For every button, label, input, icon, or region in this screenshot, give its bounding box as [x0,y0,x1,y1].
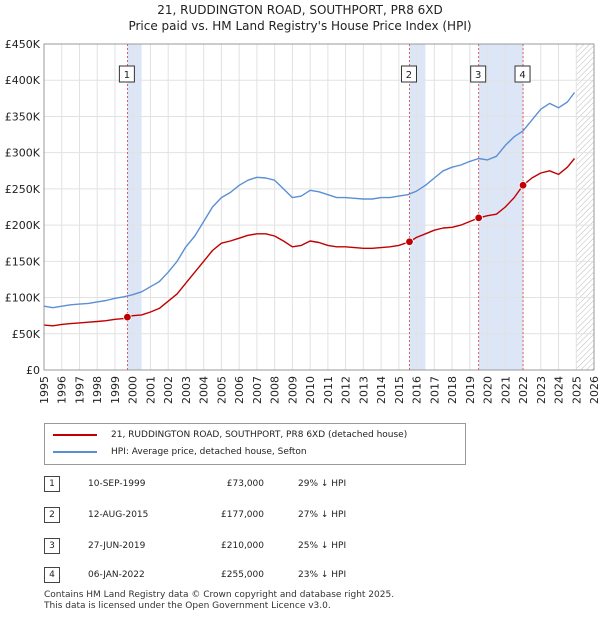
x-tick-label: 2026 [588,376,600,404]
y-tick-label: £50K [12,328,41,341]
legend: 21, RUDDINGTON ROAD, SOUTHPORT, PR8 6XD … [44,423,466,465]
y-tick-label: £200K [5,219,41,232]
x-tick-label: 2024 [553,376,566,404]
sale-point [405,237,414,246]
x-tick-label: 1997 [73,376,86,404]
x-tick-label: 2004 [198,376,211,404]
sale-date: 06-JAN-2022 [88,570,145,580]
x-tick-label: 2000 [127,376,140,404]
y-tick-label: £0 [26,364,40,377]
sale-marker-box [470,65,487,83]
sale-hpi-diff: 27% ↓ HPI [298,510,347,520]
x-tick-label: 2014 [375,376,388,404]
sale-row: 1 10-SEP-1999 £73,000 29% ↓ HPI [44,476,464,492]
x-tick-label: 1998 [91,376,104,404]
x-tick-label: 2013 [357,376,370,404]
sale-number-badge: 4 [44,567,60,583]
sale-marker-label: 3 [475,70,481,81]
y-tick-label: £250K [5,183,41,196]
sale-hpi-diff: 23% ↓ HPI [298,570,347,580]
sale-point [474,213,483,223]
sale-period-shade [478,44,524,370]
sale-price: £210,000 [221,541,264,551]
x-tick-label: 2002 [162,376,175,404]
x-tick-label: 2009 [286,376,299,404]
sale-row: 2 12-AUG-2015 £177,000 27% ↓ HPI [44,507,464,523]
y-tick-label: £450K [5,38,41,51]
sale-marker-label: 1 [124,70,130,81]
footer-copyright: Contains HM Land Registry data © Crown c… [44,590,395,600]
sale-point [518,181,528,190]
sale-marker-box [118,65,135,83]
plot-frame [43,43,595,371]
sale-row: 3 27-JUN-2019 £210,000 25% ↓ HPI [44,538,464,554]
sale-price: £73,000 [226,479,264,489]
price-chart: £0 £50K £100K £150K £200K £250K £300K £350K £400… [5,38,600,404]
sale-number-badge: 2 [44,507,60,523]
sale-date: 10-SEP-1999 [88,479,146,489]
sale-hpi-diff: 29% ↓ HPI [298,479,347,489]
x-tick-label: 1996 [56,376,69,404]
x-tick-label: 2008 [269,376,282,404]
x-tick-label: 2018 [446,376,459,404]
x-tick-label: 2006 [233,376,246,404]
sale-number-badge: 3 [44,538,60,554]
x-tick-label: 2022 [517,376,530,404]
x-tick-label: 2001 [144,376,157,404]
x-tick-label: 2021 [499,376,512,404]
hpi-series-line [43,92,576,309]
y-tick-label: £400K [5,74,41,87]
sale-period-shade [127,44,142,370]
legend-swatch-hpi [53,451,97,453]
x-tick-label: 2005 [215,376,228,404]
chart-title: 21, RUDDINGTON ROAD, SOUTHPORT, PR8 6XD [157,3,443,17]
sale-marker-box [514,65,531,83]
sale-marker-label: 4 [519,70,525,81]
sale-hpi-diff: 25% ↓ HPI [298,541,347,551]
x-tick-label: 2016 [411,376,424,404]
future-hatch [576,44,594,370]
sale-date: 27-JUN-2019 [88,541,146,551]
x-tick-label: 2015 [393,376,406,404]
x-tick-label: 2017 [428,376,441,404]
x-tick-label: 2011 [322,376,335,404]
y-tick-label: £300K [5,147,41,160]
sale-marker-label: 2 [406,70,412,81]
x-tick-label: 1995 [38,376,51,404]
x-tick-label: 2019 [464,376,477,404]
x-tick-label: 2007 [251,376,264,404]
sale-period-shade [409,44,426,370]
x-tick-label: 2010 [304,376,317,404]
x-tick-label: 2025 [570,376,583,404]
legend-swatch-property [53,434,97,436]
sale-date: 12-AUG-2015 [88,510,149,520]
x-tick-label: 2012 [340,376,353,404]
sale-number-badge: 1 [44,476,60,492]
y-tick-label: £350K [5,110,41,123]
footer-license: This data is licensed under the Open Gov… [44,601,331,611]
legend-label-hpi: HPI: Average price, detached house, Seft… [111,447,307,457]
chart-subtitle: Price paid vs. HM Land Registry's House … [128,19,472,33]
sale-marker-box [400,65,417,83]
y-tick-label: £150K [5,255,41,268]
sale-price: £177,000 [221,510,264,520]
sale-price: £255,000 [221,570,264,580]
sale-row: 4 06-JAN-2022 £255,000 23% ↓ HPI [44,567,464,583]
legend-label-property: 21, RUDDINGTON ROAD, SOUTHPORT, PR8 6XD … [111,430,408,440]
x-tick-label: 2003 [180,376,193,404]
x-tick-label: 2023 [535,376,548,404]
sale-point [123,312,132,322]
x-tick-label: 2020 [482,376,495,404]
y-tick-label: £100K [5,292,41,305]
x-tick-label: 1999 [109,376,122,404]
